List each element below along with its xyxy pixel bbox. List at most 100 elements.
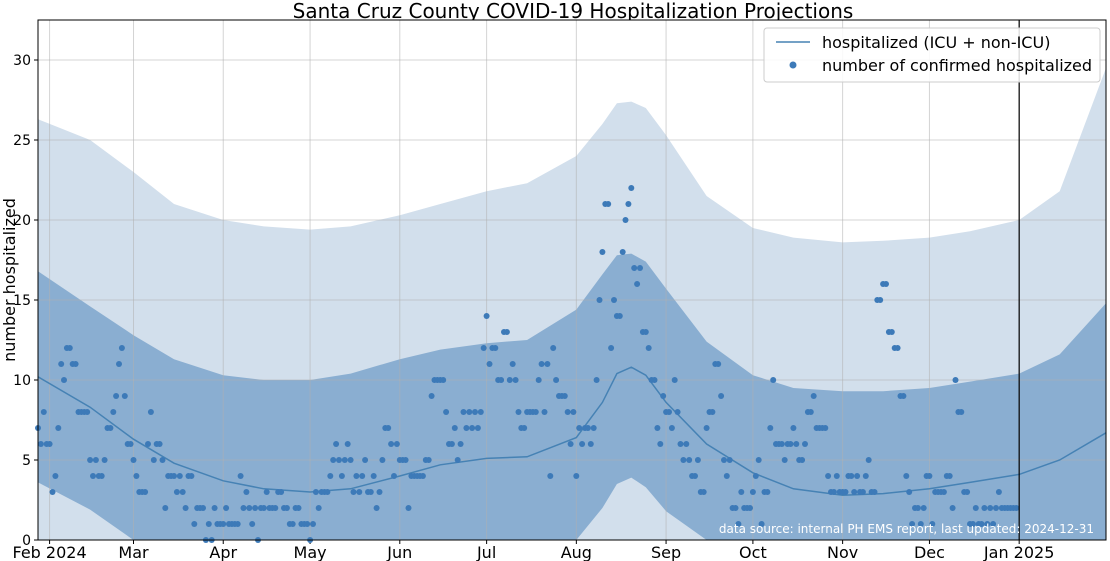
confirmed-hospitalized-point — [1013, 505, 1020, 511]
confirmed-hospitalized-point — [469, 425, 476, 431]
confirmed-hospitalized-point — [344, 441, 351, 447]
confirmed-hospitalized-point — [958, 409, 965, 415]
confirmed-hospitalized-point — [341, 457, 348, 463]
confirmed-hospitalized-point — [608, 345, 615, 351]
confirmed-hospitalized-point — [440, 377, 447, 383]
confirmed-hospitalized-point — [686, 457, 693, 463]
confirmed-hospitalized-point — [984, 521, 991, 527]
confirmed-hospitalized-point — [425, 457, 432, 463]
confirmed-hospitalized-point — [176, 473, 183, 479]
confirmed-hospitalized-point — [964, 489, 971, 495]
confirmed-hospitalized-point — [752, 473, 759, 479]
confirmed-hospitalized-point — [324, 489, 331, 495]
confirmed-hospitalized-point — [118, 345, 125, 351]
confirmed-hospitalized-point — [593, 377, 600, 383]
confirmed-hospitalized-point — [223, 505, 230, 511]
confirmed-hospitalized-point — [173, 489, 180, 495]
x-tick-label: Nov — [827, 543, 858, 561]
confirmed-hospitalized-point — [683, 441, 690, 447]
chart-title: Santa Cruz County COVID-19 Hospitalizati… — [293, 0, 854, 23]
y-tick-label: 30 — [13, 53, 31, 69]
confirmed-hospitalized-point — [654, 425, 661, 431]
confirmed-hospitalized-point — [362, 457, 369, 463]
confirmed-hospitalized-point — [764, 489, 771, 495]
confirmed-hospitalized-point — [480, 345, 487, 351]
confirmed-hospitalized-point — [920, 505, 927, 511]
confirmed-hospitalized-point — [249, 521, 256, 527]
x-tick-label: Mar — [118, 543, 149, 561]
confirmed-hospitalized-point — [584, 425, 591, 431]
confirmed-hospitalized-point — [359, 473, 366, 479]
x-tick-label: Dec — [914, 543, 945, 561]
confirmed-hospitalized-point — [830, 489, 837, 495]
confirmed-hospitalized-point — [388, 441, 395, 447]
confirmed-hospitalized-point — [888, 329, 895, 335]
confirmed-hospitalized-point — [72, 361, 79, 367]
x-tick-label: Apr — [209, 543, 237, 561]
confirmed-hospitalized-point — [40, 409, 47, 415]
confirmed-hospitalized-point — [350, 489, 357, 495]
confirmed-hospitalized-point — [127, 441, 134, 447]
confirmed-hospitalized-point — [498, 377, 505, 383]
confirmed-hospitalized-point — [486, 361, 493, 367]
confirmed-hospitalized-point — [150, 457, 157, 463]
confirmed-hospitalized-point — [107, 425, 114, 431]
confirmed-hospitalized-point — [666, 409, 672, 415]
confirmed-hospitalized-point — [631, 265, 638, 271]
confirmed-hospitalized-point — [793, 441, 800, 447]
confirmed-hospitalized-point — [541, 409, 548, 415]
legend-point-swatch — [789, 61, 797, 69]
confirmed-hospitalized-point — [205, 521, 212, 527]
confirmed-hospitalized-point — [854, 473, 861, 479]
confirmed-hospitalized-point — [263, 489, 270, 495]
confirmed-hospitalized-point — [807, 409, 814, 415]
inner-confidence-band — [38, 253, 1106, 540]
confirmed-hospitalized-point — [327, 473, 334, 479]
confirmed-hospitalized-point — [903, 473, 910, 479]
confirmed-hospitalized-point — [718, 393, 725, 399]
legend-box — [763, 27, 1101, 83]
confirmed-hospitalized-point — [49, 489, 56, 495]
confirmed-hospitalized-point — [312, 489, 319, 495]
confirmed-hospitalized-point — [220, 521, 227, 527]
confirmed-hospitalized-point — [330, 457, 337, 463]
confirmed-hospitalized-point — [87, 457, 94, 463]
confirmed-hospitalized-point — [619, 249, 626, 255]
confirmed-hospitalized-point — [790, 425, 797, 431]
y-tick-label: 25 — [13, 133, 31, 149]
confirmed-hospitalized-point — [917, 521, 924, 527]
confirmed-hospitalized-point — [859, 489, 866, 495]
confirmed-hospitalized-point — [567, 441, 574, 447]
confirmed-hospitalized-point — [628, 185, 635, 191]
confirmed-hospitalized-point — [883, 281, 889, 287]
confirmed-hospitalized-point — [981, 505, 988, 511]
confirmed-hospitalized-point — [503, 329, 510, 335]
confirmed-hospitalized-point — [379, 457, 386, 463]
confirmed-hospitalized-point — [596, 297, 603, 303]
confirmed-hospitalized-point — [460, 409, 467, 415]
y-tick-label: 20 — [13, 213, 31, 229]
confirmed-hospitalized-point — [680, 457, 687, 463]
confirmed-hospitalized-point — [709, 409, 716, 415]
confirmed-hospitalized-point — [336, 457, 342, 463]
x-tick-label: Sep — [651, 543, 681, 561]
confirmed-hospitalized-point — [145, 441, 151, 447]
confirmed-hospitalized-point — [894, 345, 901, 351]
confirmed-hospitalized-point — [995, 489, 1002, 495]
confirmed-hospitalized-point — [703, 425, 710, 431]
confirmed-hospitalized-point — [535, 377, 542, 383]
confirmed-hospitalized-point — [347, 457, 354, 463]
confirmed-hospitalized-point — [130, 457, 137, 463]
confirmed-hospitalized-point — [929, 521, 936, 527]
plot-frame — [37, 19, 1107, 541]
x-tick-label: Oct — [739, 543, 767, 561]
confirmed-hospitalized-point — [472, 409, 478, 415]
confirmed-hospitalized-point — [515, 409, 522, 415]
confirmed-hospitalized-point — [671, 377, 678, 383]
confirmed-hospitalized-point — [162, 505, 169, 511]
confirmed-hospitalized-point — [240, 505, 247, 511]
confirmed-hospitalized-point — [451, 425, 458, 431]
confirmed-hospitalized-point — [373, 505, 380, 511]
confirmed-hospitalized-point — [587, 441, 594, 447]
confirmed-hospitalized-point — [385, 425, 392, 431]
